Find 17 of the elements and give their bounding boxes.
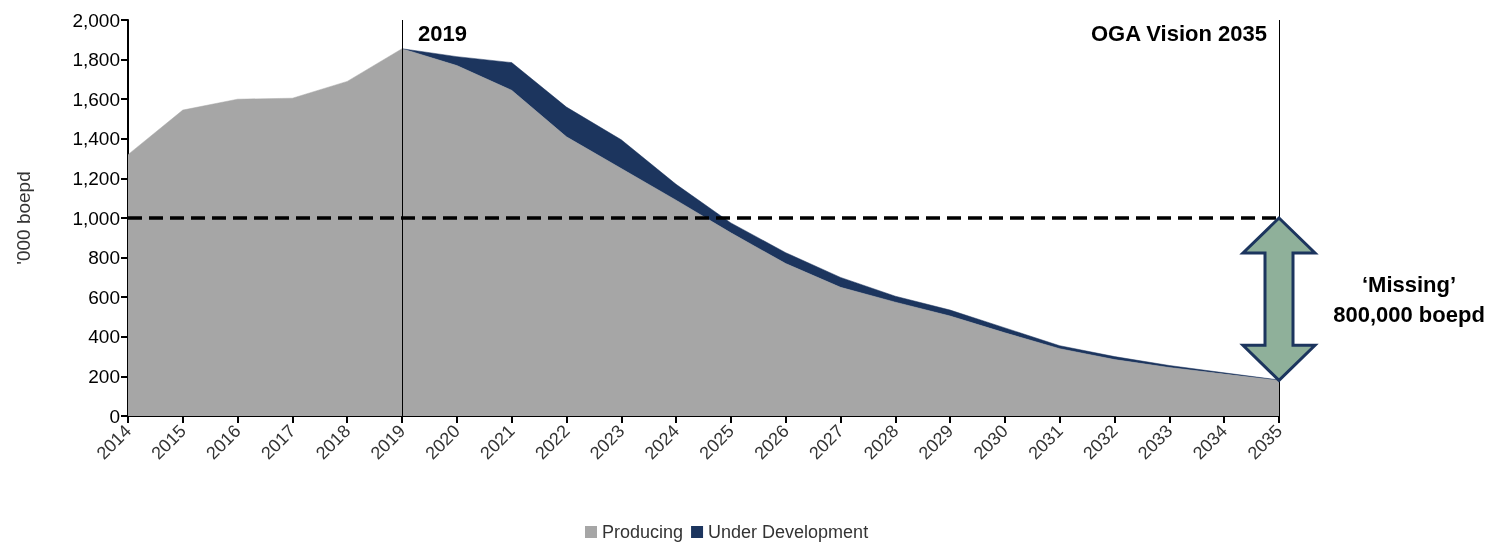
- ref-line-label: 2019: [418, 20, 467, 46]
- y-axis-title: '000 boepd: [13, 171, 34, 265]
- text: ‘Missing’ 800,000 boepd: [1333, 271, 1485, 327]
- y-tick-label: 800: [88, 247, 120, 269]
- legend-label: Under Development: [708, 522, 869, 542]
- y-tick-label: 1,000: [72, 207, 120, 229]
- y-tick-label: 1,800: [72, 49, 120, 71]
- y-tick-label: 400: [88, 326, 120, 348]
- y-tick-label: 0: [109, 405, 120, 427]
- ref-line-label: OGA Vision 2035: [1090, 20, 1267, 46]
- y-tick-label: 2,000: [72, 9, 120, 31]
- y-tick-label: 1,600: [72, 88, 120, 110]
- y-tick-label: 200: [88, 365, 120, 387]
- y-tick-label: 1,400: [72, 128, 120, 150]
- y-tick-label: 600: [88, 286, 120, 308]
- y-tick-label: 1,200: [72, 167, 120, 189]
- legend-label: Producing: [602, 522, 684, 542]
